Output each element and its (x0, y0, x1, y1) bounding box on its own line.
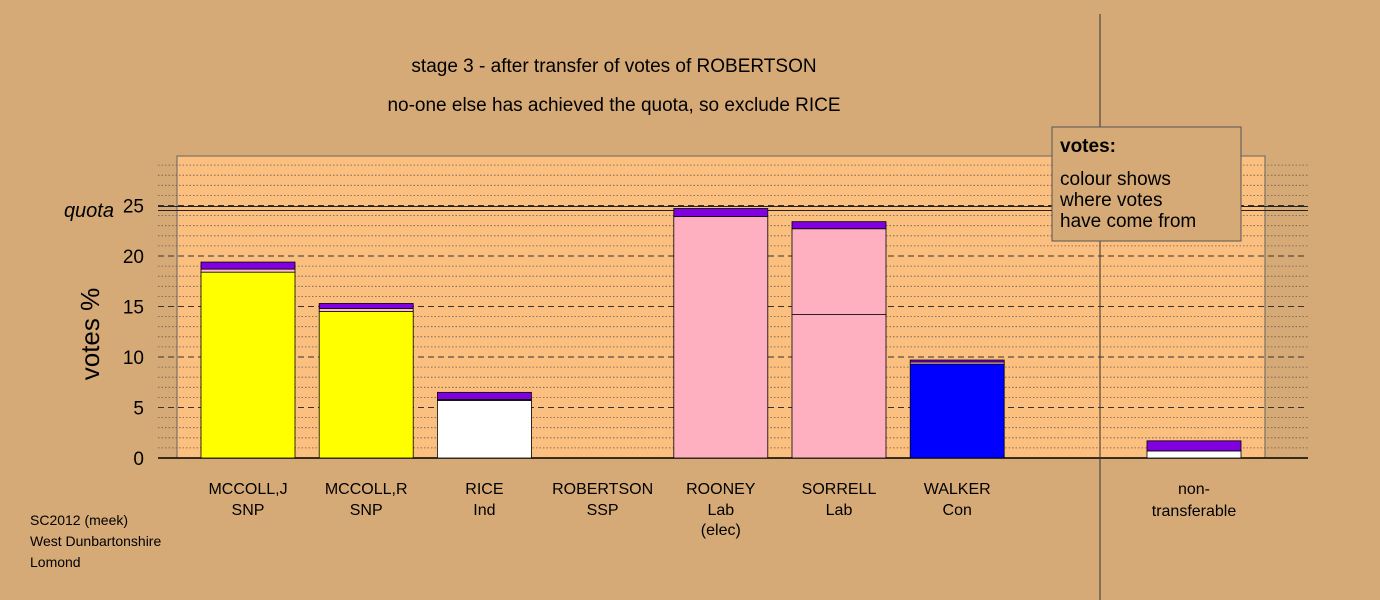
bar-segment (200, 261, 296, 270)
bar-segment (436, 400, 532, 459)
bar-segment (791, 314, 887, 459)
bar-segment (791, 221, 887, 230)
legend-box (1051, 126, 1242, 242)
party-label: SSP (587, 502, 619, 519)
legend-title: votes: (1060, 136, 1116, 157)
x-tick-label: WALKER (924, 481, 991, 498)
legend: votes: colour shows where votes have com… (1051, 126, 1242, 242)
bar-segment (909, 363, 1005, 459)
y-tick-label: 0 (133, 449, 144, 470)
bar-segment (673, 216, 769, 459)
elected-note: (elec) (701, 522, 741, 539)
party-label: Ind (473, 502, 495, 519)
footer-line: Lomond (30, 554, 81, 570)
bar-segment (673, 208, 769, 218)
chart-title: stage 3 - after transfer of votes of ROB… (411, 56, 816, 77)
bar-segment (318, 311, 414, 459)
bar-segment (791, 228, 887, 315)
bar-segment (1146, 440, 1242, 452)
y-tick-label: 25 (123, 197, 144, 218)
y-tick-label: 5 (133, 399, 144, 420)
y-axis-label: votes % (75, 288, 105, 381)
x-tick-label: RICE (465, 481, 503, 498)
party-label: Con (943, 502, 972, 519)
legend-line: have come from (1060, 211, 1196, 232)
bar-segment (200, 268, 296, 273)
party-label: SNP (232, 502, 265, 519)
y-tick-label: 20 (123, 247, 144, 268)
y-axis: 0 5 10 15 20 25 (123, 197, 144, 471)
x-labels: MCCOLL,J SNP MCCOLL,R SNP RICE Ind ROBERTSON SS… (208, 481, 1236, 539)
x-tick-label: ROONEY (686, 481, 756, 498)
x-tick-label: SORRELL (802, 481, 877, 498)
bar-segment (318, 303, 414, 309)
legend-line: where votes (1059, 190, 1162, 211)
footer-line: SC2012 (meek) (30, 512, 128, 528)
footer-line: West Dunbartonshire (30, 533, 161, 549)
chart-subtitle: no-one else has achieved the quota, so e… (387, 95, 840, 116)
footer: SC2012 (meek) West Dunbartonshire Lomond (30, 512, 161, 570)
x-tick-label: MCCOLL,J (208, 481, 287, 498)
x-tick-label: transferable (1152, 503, 1237, 520)
x-tick-label: ROBERTSON (552, 481, 653, 498)
bar-segment (1146, 450, 1242, 459)
y-tick-label: 10 (123, 348, 144, 369)
legend-line: colour shows (1060, 169, 1171, 190)
bar-segment (318, 308, 414, 312)
quota-label: quota (64, 200, 114, 222)
y-tick-label: 15 (123, 298, 144, 319)
x-tick-label: MCCOLL,R (325, 481, 408, 498)
bar-segment (200, 271, 296, 459)
party-label: Lab (707, 502, 734, 519)
bar-segment (909, 359, 1005, 363)
bars-group (200, 208, 1242, 459)
party-label: SNP (350, 502, 383, 519)
x-tick-label: non- (1178, 481, 1210, 498)
bar-segment (436, 391, 532, 400)
party-label: Lab (826, 502, 853, 519)
